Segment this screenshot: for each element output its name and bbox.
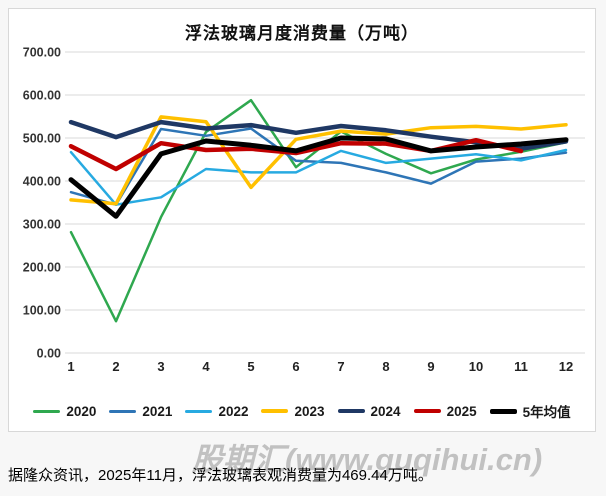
legend-item-2021: 2021 <box>109 404 172 419</box>
y-tick-label-400: 400.00 <box>23 175 61 189</box>
x-tick-label-7: 7 <box>337 359 344 374</box>
y-tick-label-0: 0.00 <box>37 347 61 361</box>
x-tick-label-11: 11 <box>514 359 528 374</box>
legend-label-2021: 2021 <box>142 403 173 419</box>
x-tick-label-10: 10 <box>469 359 483 374</box>
x-tick-label-9: 9 <box>427 359 434 374</box>
y-tick-label-700: 700.00 <box>23 46 61 60</box>
chart-card: 浮法玻璃月度消费量（万吨） 0.00 100.00 200.00 300.00 400.… <box>8 8 596 432</box>
series-line-2021 <box>69 127 568 206</box>
x-tick-label-12: 12 <box>559 359 573 374</box>
y-tick-label-500: 500.00 <box>23 132 61 146</box>
legend-item-2022: 2022 <box>185 404 248 419</box>
x-tick-label-3: 3 <box>157 359 164 374</box>
legend-item-2023: 2023 <box>261 403 325 419</box>
legend-label-2020: 2020 <box>66 403 97 419</box>
x-tick-label-1: 1 <box>67 359 74 374</box>
series-line-5年均值 <box>68 135 569 219</box>
x-tick-label-2: 2 <box>112 359 119 374</box>
series-line-2022 <box>69 148 568 206</box>
legend-label-5年均值: 5年均值 <box>522 405 571 420</box>
series-line-2023 <box>69 115 568 206</box>
legend-item-5年均值: 5年均值 <box>489 401 571 421</box>
consumption-line-chart: 0.00 100.00 200.00 300.00 400.00 500.00 600.00… <box>23 46 585 374</box>
legend-label-2025: 2025 <box>446 403 477 419</box>
legend-swatch-2024 <box>337 408 365 414</box>
watermark-text: 股期汇(www.guqihui.cn) <box>192 442 543 477</box>
y-tick-label-600: 600.00 <box>23 89 61 103</box>
y-tick-label-200: 200.00 <box>23 261 61 275</box>
legend-swatch-2021 <box>109 409 137 413</box>
legend-item-2020: 2020 <box>33 404 96 419</box>
legend-swatch-5年均值 <box>489 408 517 414</box>
legend-swatch-2023 <box>261 409 289 413</box>
legend-swatch-2025 <box>413 408 441 414</box>
series-line-2020 <box>69 98 568 323</box>
chart-legend: 2020 2021 2022 2023 2024 2025 5年均值 <box>9 401 595 421</box>
legend-item-2024: 2024 <box>337 403 401 419</box>
y-tick-label-300: 300.00 <box>23 218 61 232</box>
legend-swatch-2022 <box>185 409 213 413</box>
legend-label-2022: 2022 <box>218 403 249 419</box>
x-tick-label-6: 6 <box>292 359 299 374</box>
legend-item-2025: 2025 <box>413 403 477 419</box>
legend-swatch-2020 <box>33 409 61 413</box>
x-tick-label-5: 5 <box>247 359 254 374</box>
chart-title: 浮法玻璃月度消费量（万吨） <box>185 24 419 43</box>
legend-label-2024: 2024 <box>370 403 401 419</box>
x-tick-label-4: 4 <box>202 359 210 374</box>
legend-label-2023: 2023 <box>294 403 325 419</box>
y-tick-label-100: 100.00 <box>23 304 61 318</box>
x-tick-label-8: 8 <box>382 359 389 374</box>
caption-text: 据隆众资讯，2025年11月，浮法玻璃表观消费量为469.44万吨。 <box>8 467 433 484</box>
